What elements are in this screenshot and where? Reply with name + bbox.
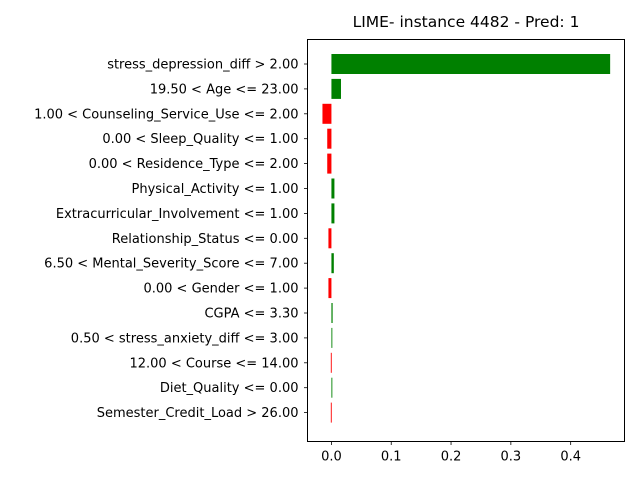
bar <box>322 103 332 124</box>
bar <box>331 78 341 99</box>
x-tick-label: 0.3 <box>501 450 522 465</box>
bar <box>331 327 333 348</box>
bar <box>331 54 611 74</box>
bar <box>331 303 333 323</box>
bar <box>331 377 333 398</box>
bar <box>331 178 335 199</box>
y-tick-label: 6.50 < Mental_Severity_Score <= 7.00 <box>44 257 298 272</box>
bar <box>327 128 332 149</box>
plot-frame <box>307 39 625 442</box>
y-tick-label: 1.00 < Counseling_Service_Use <= 2.00 <box>34 107 298 122</box>
y-tick-label: 0.00 < Gender <= 1.00 <box>143 282 298 297</box>
y-tick-label: Relationship_Status <= 0.00 <box>112 232 299 247</box>
y-tick-label: 0.00 < Residence_Type <= 2.00 <box>89 157 299 172</box>
bar <box>328 278 332 299</box>
x-tick-label: 0.0 <box>321 450 342 465</box>
y-tick-label: CGPA <= 3.30 <box>204 307 298 322</box>
bars-group <box>322 54 611 423</box>
x-tick-label: 0.4 <box>560 450 581 465</box>
y-tick-label: 0.50 < stress_anxiety_diff <= 3.00 <box>71 331 299 346</box>
y-tick-label: 0.00 < Sleep_Quality <= 1.00 <box>102 132 298 147</box>
x-tick-labels: 0.0 0.1 0.2 0.3 0.4 <box>321 441 581 465</box>
y-tick-label: Physical_Activity <= 1.00 <box>132 182 299 197</box>
y-tick-label: Semester_Credit_Load > 26.00 <box>97 406 299 421</box>
y-tick-label: stress_depression_diff > 2.00 <box>107 58 298 73</box>
y-tick-label: 12.00 < Course <= 14.00 <box>129 356 298 371</box>
x-tick-label: 0.1 <box>381 450 402 465</box>
x-tick-label: 0.2 <box>441 450 462 465</box>
bar <box>327 153 332 174</box>
y-tick-label: Extracurricular_Involvement <= 1.00 <box>56 207 299 222</box>
y-tick-labels: stress_depression_diff > 2.00 19.50 < Age… <box>34 58 308 421</box>
bar <box>330 402 332 423</box>
y-tick-label: Diet_Quality <= 0.00 <box>160 381 299 396</box>
bar <box>328 228 332 249</box>
bar <box>330 352 332 373</box>
bar <box>331 203 335 224</box>
chart-title: LIME- instance 4482 - Pred: 1 <box>353 13 580 31</box>
y-tick-label: 19.50 < Age <= 23.00 <box>150 82 299 97</box>
bar <box>331 253 334 274</box>
